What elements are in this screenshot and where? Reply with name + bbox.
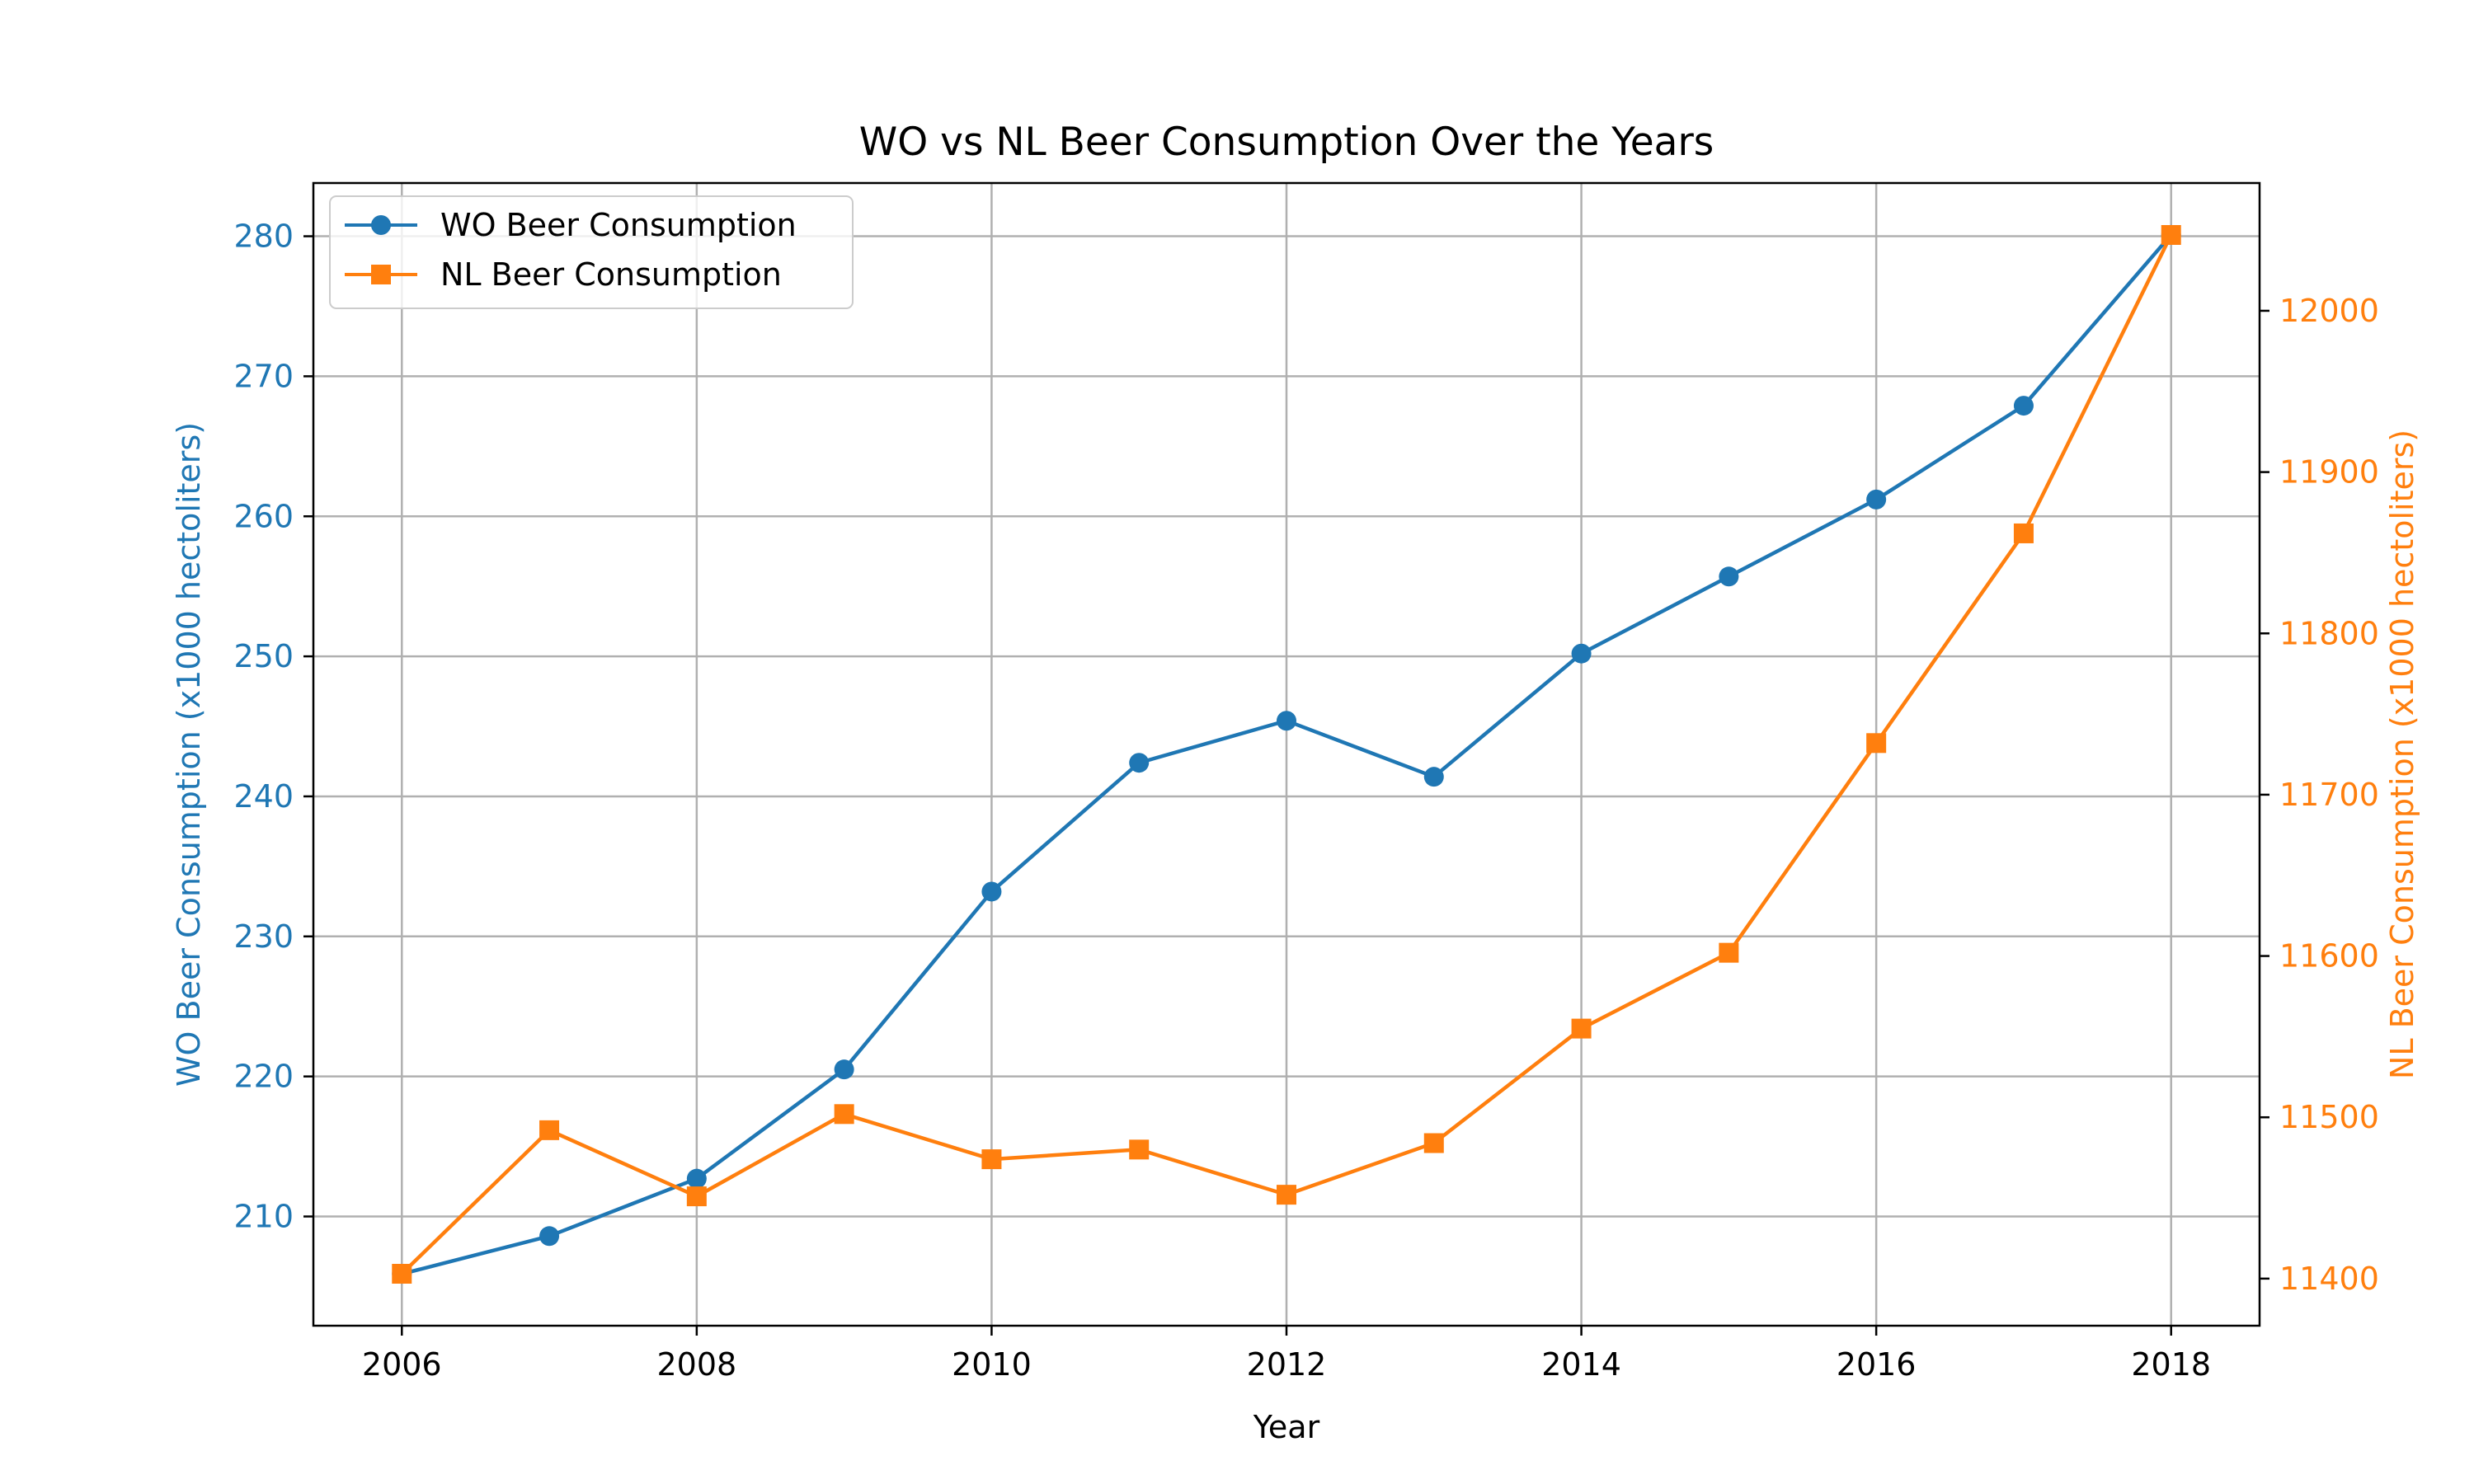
data-point-wo <box>1129 753 1150 773</box>
y-right-axis-label: NL Beer Consumption (x1000 hectoliters) <box>2384 430 2420 1079</box>
axis-layer: 2006 2008 2010 2012 2014 2016 2018 210 220 230 240… <box>233 218 2378 1383</box>
y-left-tick-label: 210 <box>233 1199 294 1235</box>
x-tick-label: 2008 <box>656 1346 736 1383</box>
legend-box <box>329 195 854 309</box>
data-point-nl <box>1277 1185 1296 1205</box>
y-left-tick-label: 220 <box>233 1059 294 1095</box>
data-point-nl <box>1423 1133 1444 1153</box>
y-right-tick-label: 11500 <box>2279 1099 2379 1135</box>
x-tick-label: 2014 <box>1541 1346 1621 1383</box>
data-point-wo <box>686 1168 707 1189</box>
data-point-nl <box>539 1120 560 1140</box>
legend-label-wo: WO Beer Consumption <box>440 207 797 243</box>
x-axis-label: Year <box>1253 1409 1320 1445</box>
y-right-tick-label: 11800 <box>2279 615 2379 651</box>
y-right-tick-label: 11400 <box>2279 1261 2379 1297</box>
data-point-wo <box>1719 566 1739 587</box>
data-point-nl <box>1719 942 1739 963</box>
data-point-nl <box>981 1149 1002 1170</box>
data-point-nl <box>834 1104 854 1125</box>
data-point-wo <box>1277 711 1296 731</box>
data-point-nl <box>1866 733 1887 754</box>
data-point-wo <box>1571 643 1592 664</box>
data-point-wo <box>539 1226 560 1247</box>
y-left-tick-label: 250 <box>233 638 294 674</box>
data-point-nl <box>392 1264 412 1284</box>
y-left-tick-label: 280 <box>233 218 294 255</box>
data-point-wo <box>834 1059 854 1080</box>
y-right-tick-label: 11900 <box>2279 454 2379 491</box>
x-tick-label: 2016 <box>1837 1346 1917 1383</box>
y-left-tick-label: 260 <box>233 498 294 534</box>
y-right-tick-label: 12000 <box>2279 293 2379 329</box>
y-left-tick-label: 230 <box>233 918 294 955</box>
legend-marker-wo <box>371 215 391 235</box>
y-left-axis-label: WO Beer Consumption (x1000 hectoliters) <box>171 422 207 1087</box>
y-left-tick-label: 240 <box>233 778 294 815</box>
x-tick-label: 2012 <box>1247 1346 1327 1383</box>
chart-title: WO vs NL Beer Consumption Over the Years <box>859 120 1714 165</box>
y-right-tick-label: 11700 <box>2279 777 2379 813</box>
grid-layer <box>313 183 2260 1326</box>
legend-marker-nl <box>371 265 391 284</box>
x-tick-label: 2010 <box>952 1346 1032 1383</box>
data-point-wo <box>1423 767 1444 787</box>
x-tick-label: 2006 <box>362 1346 442 1383</box>
data-point-nl <box>1571 1018 1592 1039</box>
series-layer <box>392 224 2181 1284</box>
legend: WO Beer Consumption NL Beer Consumption <box>329 195 854 309</box>
data-point-nl <box>2013 523 2034 543</box>
data-point-nl <box>1129 1139 1150 1160</box>
legend-label-nl: NL Beer Consumption <box>440 256 782 293</box>
data-point-wo <box>1866 489 1887 510</box>
data-point-nl <box>2161 225 2181 245</box>
data-point-nl <box>686 1186 707 1207</box>
y-left-tick-label: 270 <box>233 358 294 394</box>
x-tick-label: 2018 <box>2131 1346 2211 1383</box>
y-right-tick-label: 11600 <box>2279 938 2379 974</box>
data-point-wo <box>981 881 1002 902</box>
data-point-wo <box>2013 396 2034 416</box>
